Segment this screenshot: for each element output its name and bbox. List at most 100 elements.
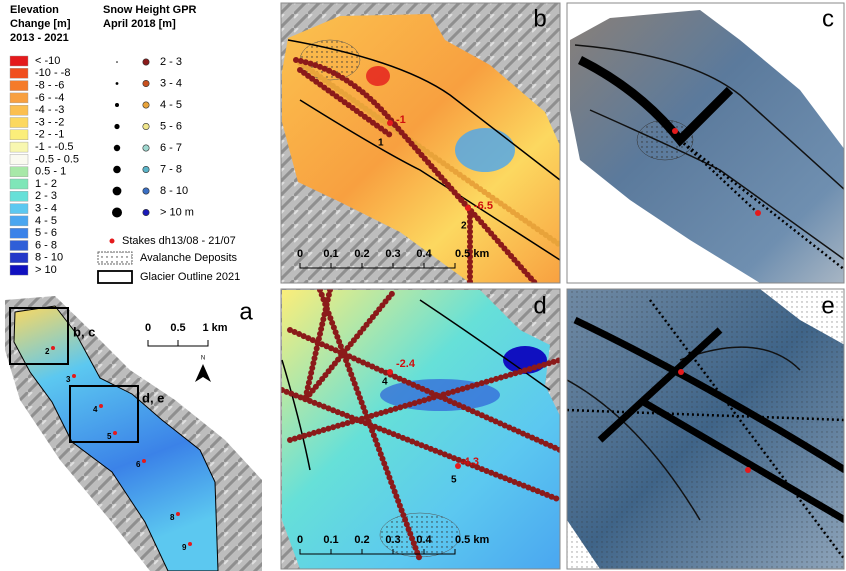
size-symbol <box>115 103 119 107</box>
panel-d: 4 -2.4 5 -4.3 0 0.1 0.2 0.3 0.4 0.5 km d <box>281 289 560 569</box>
scale-label: 0.4 <box>416 248 432 260</box>
legend-label: > 10 m <box>160 206 194 218</box>
scale-label: 0.4 <box>416 534 432 546</box>
north-label: N <box>201 356 205 362</box>
size-symbol <box>115 82 119 85</box>
legend-swatch <box>9 166 29 177</box>
color-symbol <box>142 166 150 174</box>
panel-label: e <box>821 292 834 319</box>
stake-id: 1 <box>378 138 384 149</box>
size-symbol <box>114 123 120 130</box>
legend-label: -3 - -2 <box>35 116 64 128</box>
color-symbol <box>142 209 150 217</box>
legend-label: > 10 <box>35 264 57 276</box>
panel-label: c <box>822 5 834 32</box>
panel-a: b, c d, e 0 0.5 1 km N a 2 3 4 5 6 8 9 <box>5 296 262 571</box>
gpr-track <box>293 57 538 283</box>
legend-label: 6 - 7 <box>160 142 182 154</box>
stake-id: 2 <box>461 221 467 232</box>
panel-b: 1 -1 2 -6.5 0 0.1 0.2 0.3 0.4 0.5 km b <box>281 3 560 283</box>
north-arrow <box>195 364 211 382</box>
legend-swatch <box>9 104 29 116</box>
legend-swatch <box>9 154 29 165</box>
stake <box>672 128 678 134</box>
legend-swatch <box>9 129 29 141</box>
legend-label: 3 - 4 <box>35 203 57 215</box>
legend-label: 6 - 8 <box>35 239 57 251</box>
stake-value: -4.3 <box>460 456 479 468</box>
stake <box>455 463 461 469</box>
outline <box>281 299 551 471</box>
legend-label: 0.5 - 1 <box>35 166 66 178</box>
legend-swatch <box>9 227 29 239</box>
stake <box>188 542 192 546</box>
stake <box>678 369 684 375</box>
legend-label: 2 - 3 <box>160 56 182 68</box>
legend-swatch <box>9 55 29 67</box>
avalanche-symbol <box>97 251 133 265</box>
size-symbol <box>112 186 122 196</box>
extent-box <box>69 385 139 443</box>
stake <box>387 369 393 375</box>
stake <box>176 512 180 516</box>
panel-label: d <box>533 292 546 319</box>
stake <box>72 374 76 378</box>
box-label: d, e <box>142 390 164 405</box>
panel-label: b <box>533 5 546 32</box>
panel-e: e <box>567 289 844 569</box>
box-label: b, c <box>73 324 95 339</box>
legend-swatch <box>9 178 29 190</box>
legend-title: Snow Height GPR <box>103 4 197 16</box>
stake-symbol <box>109 238 115 244</box>
stake-id: 5 <box>451 475 457 486</box>
size-symbol <box>116 61 118 63</box>
legend-label: 4 - 5 <box>35 215 57 227</box>
stake-value: -1 <box>396 114 406 126</box>
legend-label: -2 - -1 <box>35 129 64 141</box>
glacier <box>13 305 219 571</box>
stake-id: 2 <box>45 347 50 356</box>
legend-label: Stakes dh13/08 - 21/07 <box>122 235 236 247</box>
panel-frame <box>280 2 561 284</box>
scale-label: 0 <box>145 322 151 334</box>
legend-title: April 2018 [m] <box>103 18 176 30</box>
color-symbol <box>142 187 150 195</box>
legend-label: < -10 <box>35 55 60 67</box>
stake <box>51 346 55 350</box>
size-symbol <box>112 207 122 218</box>
stake-id: 5 <box>107 432 112 441</box>
gpr-track <box>679 139 844 271</box>
scale-label: 0 <box>297 534 303 546</box>
scale-label: 0 <box>297 248 303 260</box>
legend-swatch <box>9 68 29 79</box>
color-symbol <box>142 123 150 131</box>
legend-title: Change [m] <box>10 18 71 30</box>
scale-label: 0.5 km <box>455 534 489 546</box>
color-symbol <box>142 101 150 109</box>
stake <box>465 205 471 211</box>
panel-frame <box>566 2 845 284</box>
stake <box>99 404 103 408</box>
legend-label: 4 - 5 <box>160 99 182 111</box>
legend-label: -8 - -6 <box>35 80 64 92</box>
stake <box>142 459 146 463</box>
scale-label: 0.3 <box>385 248 400 260</box>
stake-id: 9 <box>182 543 187 552</box>
stake-id: 6 <box>136 460 141 469</box>
outline-symbol <box>97 270 133 284</box>
stake-id: 3 <box>66 375 71 384</box>
extent-box <box>9 307 69 365</box>
stake-value: -6.5 <box>474 200 493 212</box>
color-symbol <box>142 58 150 66</box>
stake <box>755 210 761 216</box>
color-symbol <box>142 80 150 88</box>
legend-title: Elevation <box>10 4 59 16</box>
gpr-track <box>281 289 560 563</box>
legend-label: 7 - 8 <box>160 163 182 175</box>
legend-label: 5 - 6 <box>35 227 57 239</box>
legend-swatch <box>9 240 29 251</box>
gpr-track <box>577 55 734 147</box>
stake-id: 4 <box>93 405 98 414</box>
scale-label: 0.2 <box>354 534 369 546</box>
